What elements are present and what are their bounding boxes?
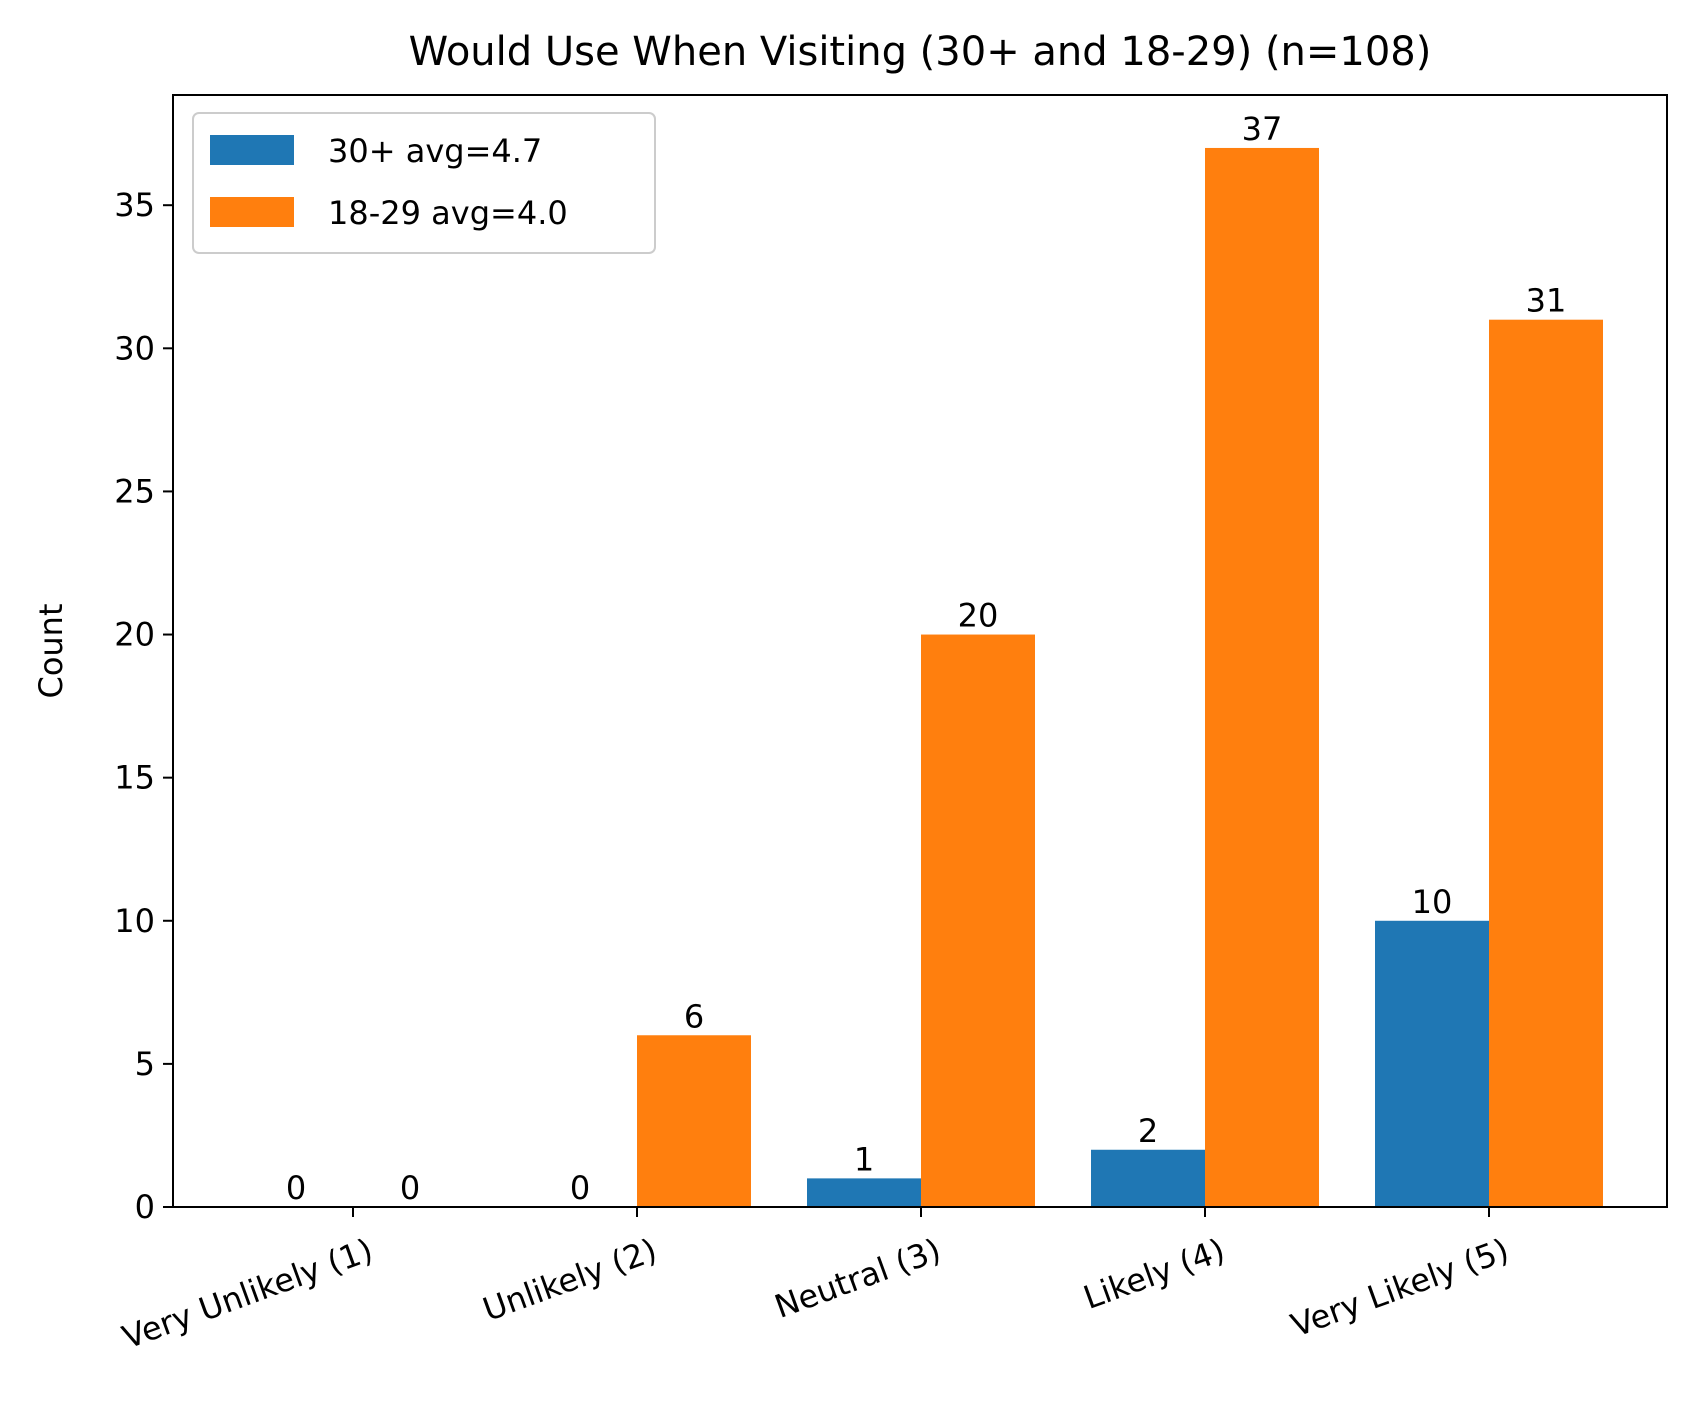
legend-frame (192, 112, 656, 254)
bar-18to29-1 (637, 1035, 751, 1207)
bar-label-30plus-1: 0 (570, 1169, 590, 1207)
bar-labels-group: 0 0 0 6 1 20 2 37 10 31 (286, 110, 1567, 1207)
bar-label-30plus-2: 1 (854, 1140, 874, 1178)
legend-label-30plus: 30+ avg=4.7 (328, 132, 542, 170)
bar-18to29-2 (921, 634, 1035, 1207)
y-axis: 0 5 10 15 20 25 30 35 (114, 186, 173, 1226)
y-tick-label-4: 20 (114, 616, 155, 654)
y-tick-label-7: 35 (114, 186, 155, 224)
x-tick-label-1: Unlikely (2) (478, 1231, 662, 1329)
bar-label-18to29-2: 20 (958, 597, 999, 635)
legend-swatch-30plus (210, 135, 294, 165)
x-tick-label-2: Neutral (3) (770, 1231, 946, 1326)
bar-18to29-4 (1489, 319, 1603, 1207)
y-tick-label-3: 15 (114, 759, 155, 797)
bar-30plus-3 (1091, 1149, 1205, 1207)
bar-30plus-2 (807, 1178, 921, 1207)
bar-label-30plus-0: 0 (286, 1169, 306, 1207)
legend-swatch-18to29 (210, 197, 294, 227)
bar-18to29-3 (1205, 147, 1319, 1207)
legend[interactable]: 30+ avg=4.7 18-29 avg=4.0 (192, 112, 656, 254)
bar-label-30plus-4: 10 (1412, 883, 1453, 921)
x-tick-label-4: Very Likely (5) (1286, 1231, 1514, 1345)
bar-label-30plus-3: 2 (1138, 1112, 1158, 1150)
bars-group (637, 147, 1603, 1207)
bar-label-18to29-0: 0 (400, 1169, 420, 1207)
y-tick-label-0: 0 (135, 1188, 155, 1226)
x-tick-label-0: Very Unlikely (1) (117, 1231, 377, 1357)
y-tick-label-5: 25 (114, 472, 155, 510)
y-axis-label: Count (32, 603, 70, 698)
y-tick-label-1: 5 (135, 1045, 155, 1083)
chart-title: Would Use When Visiting (30+ and 18-29) … (409, 29, 1432, 75)
x-axis: Very Unlikely (1) Unlikely (2) Neutral (3)… (117, 1207, 1514, 1357)
y-tick-label-2: 10 (114, 902, 155, 940)
bar-label-18to29-4: 31 (1526, 282, 1567, 320)
bar-label-18to29-3: 37 (1242, 110, 1283, 148)
legend-label-18to29: 18-29 avg=4.0 (328, 194, 568, 232)
bar-30plus-4 (1375, 920, 1489, 1207)
y-tick-label-6: 30 (114, 329, 155, 367)
x-tick-label-3: Likely (4) (1078, 1231, 1229, 1317)
bar-label-18to29-1: 6 (684, 997, 704, 1035)
